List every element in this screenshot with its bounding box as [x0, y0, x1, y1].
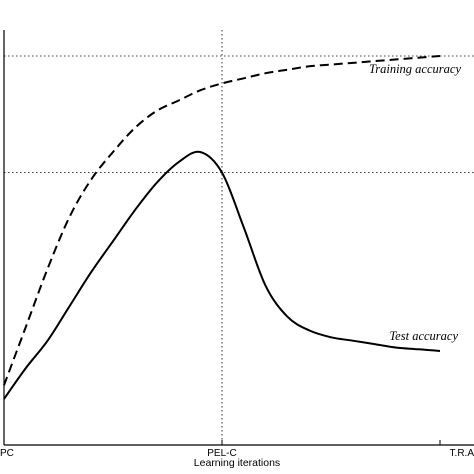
axes	[3, 30, 474, 446]
x-tick-label: T.R.A	[450, 448, 474, 459]
x-axis-label: Learning iterations	[194, 457, 280, 469]
x-tick-label: PC	[0, 448, 14, 459]
x-ticks: PC PEL-C T.R.A	[0, 440, 474, 459]
series-annotations: Training accuracy Test accuracy	[369, 62, 461, 343]
grid-lines	[4, 30, 474, 445]
series-annotation: Test accuracy	[389, 329, 458, 343]
x-tick-label: PEL-C	[207, 448, 236, 459]
series-lines	[3, 55, 441, 400]
training-accuracy-line	[3, 55, 441, 386]
test-accuracy-line	[3, 150, 441, 400]
series-annotation: Training accuracy	[369, 62, 461, 76]
